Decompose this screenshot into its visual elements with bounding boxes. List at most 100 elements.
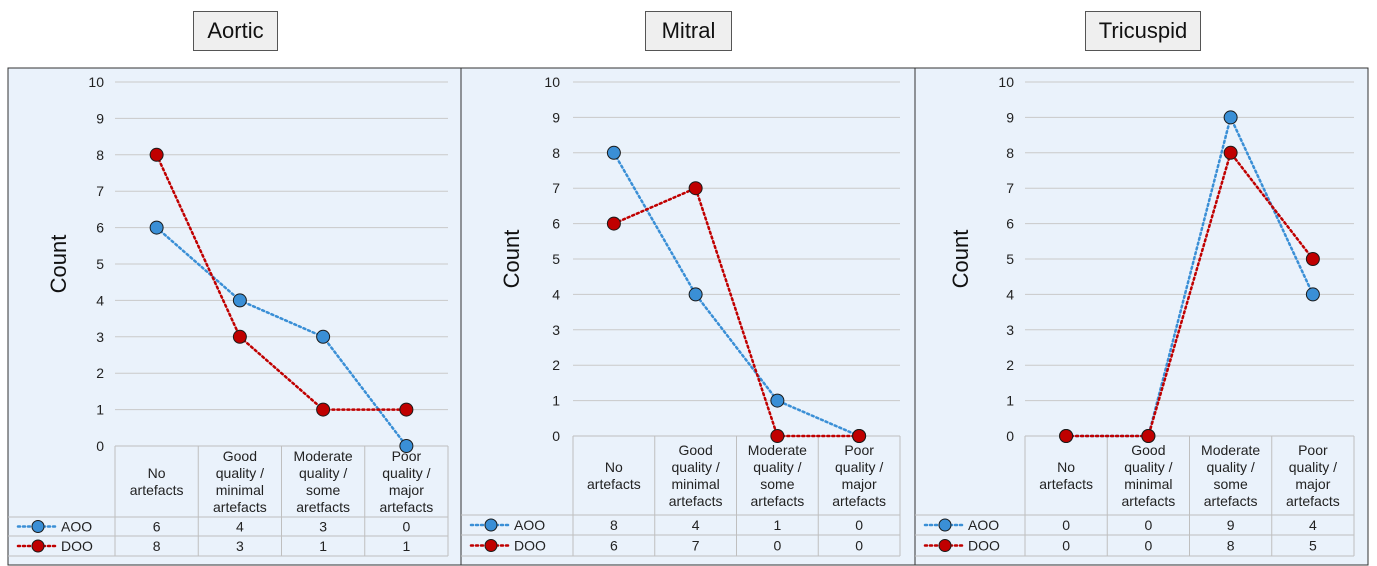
y-tick-label: 4 — [552, 286, 560, 302]
y-axis-label: Count — [948, 230, 973, 289]
x-category-label: major — [842, 476, 877, 492]
series-line-aoo — [155, 226, 408, 448]
x-category-label: aretfacts — [296, 499, 350, 515]
table-value: 0 — [855, 517, 863, 533]
x-category-label: quality / — [299, 465, 347, 481]
table-value: 3 — [319, 519, 327, 535]
table-value: 0 — [773, 538, 781, 554]
y-tick-label: 0 — [1006, 428, 1014, 444]
x-category-label: minimal — [216, 482, 264, 498]
y-tick-label: 10 — [544, 74, 560, 90]
x-category-label: artefacts — [832, 493, 886, 509]
x-category-label: artefacts — [1039, 476, 1093, 492]
table-value: 0 — [1144, 538, 1152, 554]
y-tick-label: 7 — [96, 183, 104, 199]
x-category-label: quality / — [1124, 459, 1172, 475]
table-value: 0 — [402, 519, 410, 535]
table-value: 6 — [153, 519, 161, 535]
y-tick-label: 2 — [96, 365, 104, 381]
x-category-label: No — [605, 459, 623, 475]
x-category-label: some — [306, 482, 340, 498]
y-tick-label: 9 — [552, 109, 560, 125]
y-tick-label: 5 — [552, 251, 560, 267]
data-point-doo — [1223, 145, 1238, 160]
x-category-label: minimal — [672, 476, 720, 492]
data-point-aoo — [770, 393, 785, 408]
table-value: 1 — [402, 538, 410, 554]
panel-background — [7, 67, 462, 566]
legend-key-marker — [484, 518, 498, 532]
x-category-label: minimal — [1124, 476, 1172, 492]
x-category-label: artefacts — [587, 476, 641, 492]
x-category-label: Moderate — [1201, 442, 1260, 458]
legend-series-name: DOO — [61, 538, 93, 554]
chart-panel: 012345678910CountNoartefactsGoodquality … — [914, 67, 1369, 566]
table-value: 0 — [1144, 517, 1152, 533]
x-category-label: artefacts — [751, 493, 805, 509]
series-line-doo — [155, 153, 408, 411]
x-category-label: artefacts — [1122, 493, 1176, 509]
x-category-label: Good — [1131, 442, 1165, 458]
data-point-aoo — [1223, 110, 1238, 125]
legend-series-name: DOO — [514, 538, 546, 554]
x-category-label: Good — [223, 448, 257, 464]
series-line-aoo — [612, 151, 861, 438]
data-point-doo — [316, 402, 331, 417]
y-tick-label: 9 — [1006, 109, 1014, 125]
legend-key-marker — [31, 539, 45, 553]
data-point-doo — [770, 429, 785, 443]
x-category-label: some — [760, 476, 794, 492]
x-category-label: quality / — [753, 459, 801, 475]
y-tick-label: 8 — [96, 147, 104, 163]
panel-background — [460, 67, 916, 566]
legend-series-name: AOO — [61, 519, 92, 535]
data-point-doo — [232, 329, 247, 344]
y-tick-label: 2 — [552, 357, 560, 373]
y-tick-label: 6 — [552, 216, 560, 232]
data-point-doo — [149, 147, 164, 162]
data-point-doo — [1059, 429, 1074, 443]
series-line-doo — [612, 186, 861, 438]
data-point-aoo — [606, 145, 621, 160]
y-tick-label: 8 — [1006, 145, 1014, 161]
legend-key-marker — [938, 518, 952, 532]
x-category-label: some — [1214, 476, 1248, 492]
y-tick-label: 0 — [96, 438, 104, 454]
x-category-label: Moderate — [748, 442, 807, 458]
y-tick-label: 5 — [96, 256, 104, 272]
table-value: 4 — [1309, 517, 1317, 533]
data-point-doo — [688, 181, 703, 196]
table-value: 9 — [1227, 517, 1235, 533]
data-point-aoo — [232, 293, 247, 308]
table-value: 7 — [692, 538, 700, 554]
table-value: 8 — [153, 538, 161, 554]
x-category-label: artefacts — [130, 482, 184, 498]
y-tick-label: 4 — [96, 292, 104, 308]
x-category-label: Good — [679, 442, 713, 458]
x-category-label: quality / — [672, 459, 720, 475]
table-value: 6 — [610, 538, 618, 554]
data-point-aoo — [149, 220, 164, 235]
y-tick-label: 10 — [88, 74, 104, 90]
y-tick-label: 10 — [998, 74, 1014, 90]
data-point-aoo — [399, 439, 414, 453]
table-value: 4 — [236, 519, 244, 535]
y-tick-label: 8 — [552, 145, 560, 161]
x-category-label: quality / — [1289, 459, 1337, 475]
y-tick-label: 3 — [1006, 322, 1014, 338]
x-category-label: major — [389, 482, 424, 498]
x-category-label: major — [1295, 476, 1330, 492]
legend-key-marker — [31, 520, 45, 533]
chart-panel: 012345678910CountNoartefactsGoodquality … — [460, 67, 916, 566]
x-category-label: quality / — [835, 459, 883, 475]
y-tick-label: 9 — [96, 110, 104, 126]
y-tick-label: 5 — [1006, 251, 1014, 267]
y-tick-label: 3 — [552, 322, 560, 338]
y-tick-label: 2 — [1006, 357, 1014, 373]
x-category-label: Poor — [1298, 442, 1328, 458]
x-category-label: No — [148, 465, 166, 481]
table-value: 0 — [855, 538, 863, 554]
x-category-label: artefacts — [380, 499, 434, 515]
